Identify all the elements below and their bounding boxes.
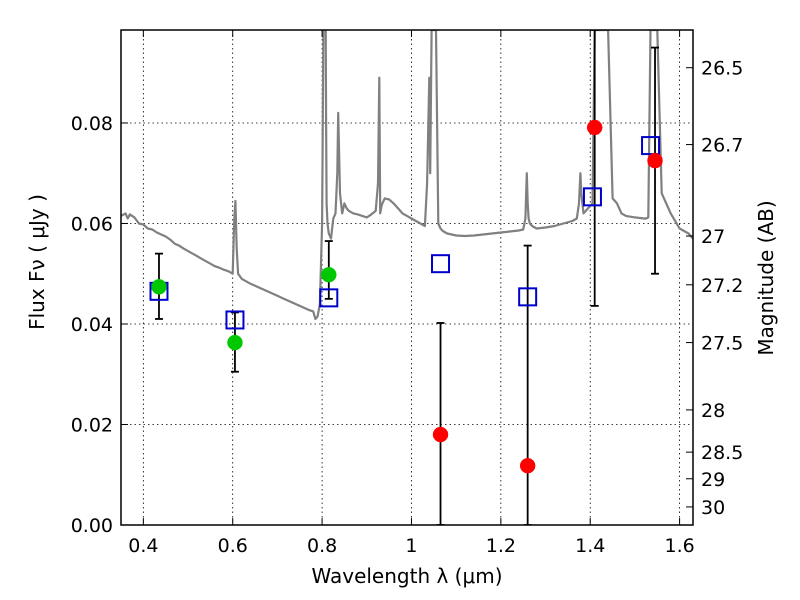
optical-detection-point [321, 266, 337, 283]
y2-tick-label: 30 [701, 497, 725, 519]
model-spectrum-line [121, 30, 693, 321]
x-tick-label: 0.6 [218, 535, 248, 557]
x-tick-label: 0.4 [128, 535, 158, 557]
marker-layer [149, 119, 663, 474]
model-photometry-square [641, 136, 661, 156]
plot-area-background [121, 30, 693, 525]
y2-tick-label: 28 [701, 400, 725, 422]
x-tick-label: 1.4 [575, 535, 605, 557]
x-tick-label: 1.2 [486, 535, 516, 557]
nir-measurement-point [647, 152, 663, 169]
model-photometry-square [319, 288, 339, 308]
y2-tick-label: 27.2 [701, 275, 743, 297]
x-axis-title: Wavelength λ (μm) [311, 564, 502, 588]
y-axis-title: Flux Fν ( μJy ) [25, 194, 49, 330]
y-tick-label: 0.06 [71, 213, 113, 235]
x-tick-label: 1.6 [664, 535, 694, 557]
y2-tick-label: 26.5 [701, 58, 743, 80]
y2-tick-label: 28.5 [701, 442, 743, 464]
y2-tick-label: 27 [701, 226, 725, 248]
gridlines [121, 30, 693, 526]
y-tick-label: 0.00 [71, 515, 113, 537]
nir-measurement-point [586, 119, 603, 136]
model-photometry-square [518, 287, 538, 307]
y2-tick-label: 27.5 [701, 333, 743, 355]
nir-measurement-point [519, 457, 536, 474]
model-photometry-square [582, 187, 602, 207]
model-photometry-square [225, 310, 245, 330]
y2-tick-label: 26.7 [701, 135, 743, 157]
nir-measurement-point [432, 426, 449, 443]
axis-ticks [121, 30, 693, 526]
x-tick-label: 0.8 [307, 535, 337, 557]
x-tick-label: 1 [405, 535, 417, 557]
y2-tick-label: 29 [701, 469, 725, 491]
y-tick-label: 0.02 [71, 414, 113, 436]
y-tick-label: 0.08 [71, 113, 113, 135]
spectrum-layer [121, 30, 693, 321]
model-photometry-square [431, 254, 451, 274]
y2-axis-title: Magnitude (AB) [754, 200, 778, 355]
optical-detection-point [227, 334, 243, 351]
plot-frame [120, 29, 694, 526]
tick-labels: 0.4 0.6 0.8 1 1.2 1.4 1.6 0.00 0.02 0.04 0.06 0.08 2… [71, 58, 744, 557]
optical-detection-point [151, 279, 167, 295]
y-tick-label: 0.04 [71, 314, 113, 336]
